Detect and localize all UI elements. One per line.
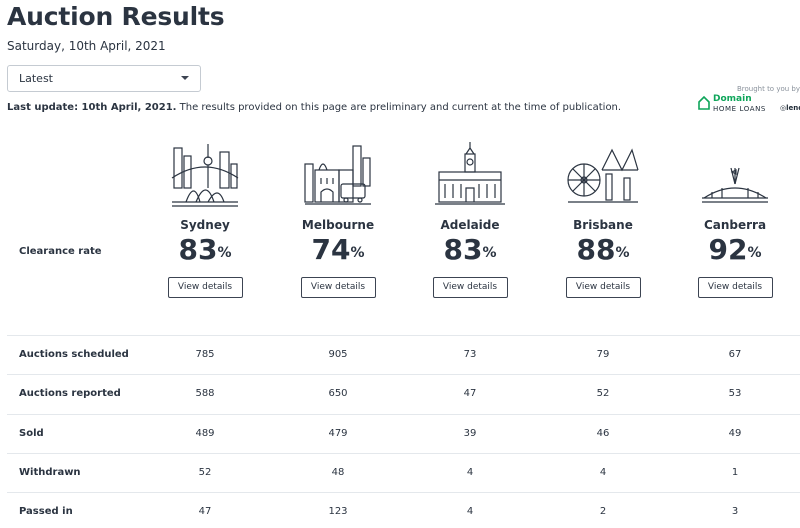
table-cell: 4 (599, 467, 607, 478)
table-cell: 905 (328, 349, 348, 360)
partner-name: lend (786, 104, 800, 112)
clearance-rate-label: Clearance rate (19, 246, 102, 257)
clearance-rate-value: 83% (130, 234, 280, 266)
clearance-rate-value: 74% (263, 234, 413, 266)
table-cell: 47 (198, 506, 212, 517)
city-column-melbourne: Melbourne 74% View details (263, 140, 413, 298)
rate-number: 88 (576, 233, 616, 266)
table-cell: 79 (596, 349, 610, 360)
last-update-text: The results provided on this page are pr… (176, 102, 622, 113)
results-period-select[interactable]: Latest (7, 65, 201, 92)
row-label: Auctions reported (19, 388, 121, 399)
city-column-adelaide: Adelaide 83% View details (395, 140, 545, 298)
table-cell: 67 (728, 349, 742, 360)
view-details-button[interactable]: View details (432, 277, 508, 298)
table-cell: 2 (599, 506, 607, 517)
view-details-button[interactable]: View details (697, 277, 773, 298)
table-row-passed-in: Passed in 47 123 4 2 3 (7, 492, 800, 528)
row-label: Sold (19, 428, 44, 439)
row-label: Auctions scheduled (19, 349, 129, 360)
table-cell: 47 (463, 388, 477, 399)
last-update-date: Last update: 10th April, 2021. (7, 102, 177, 113)
percent-sign: % (482, 245, 497, 261)
page-date: Saturday, 10th April, 2021 (7, 39, 166, 53)
rate-number: 92 (708, 233, 748, 266)
table-cell: 52 (596, 388, 610, 399)
sponsor-caption: Brought to you by (736, 85, 800, 93)
table-cell: 489 (195, 428, 215, 439)
adelaide-skyline-icon (435, 142, 505, 205)
canberra-skyline-icon (702, 167, 768, 203)
table-cell: 1 (731, 467, 739, 478)
page-title: Auction Results (7, 2, 225, 31)
rate-number: 83 (443, 233, 483, 266)
rate-number: 83 (178, 233, 218, 266)
table-cell: 123 (328, 506, 348, 517)
city-column-sydney: Sydney 83% View details (130, 140, 280, 298)
city-column-canberra: Canberra 92% View details (660, 140, 800, 298)
clearance-rate-value: 92% (660, 234, 800, 266)
table-cell: 4 (466, 467, 474, 478)
sponsor-logo[interactable]: Domain HOME LOANS ◎lend (698, 94, 800, 116)
rate-number: 74 (311, 233, 351, 266)
table-cell: 479 (328, 428, 348, 439)
table-cell: 4 (466, 506, 474, 517)
table-cell: 52 (198, 467, 212, 478)
table-cell: 46 (596, 428, 610, 439)
view-details-button[interactable]: View details (300, 277, 376, 298)
brisbane-skyline-icon (567, 148, 639, 203)
table-cell: 53 (728, 388, 742, 399)
chevron-down-icon (181, 76, 189, 80)
clearance-rate-value: 83% (395, 234, 545, 266)
sponsor-brand: Domain (713, 94, 752, 104)
percent-sign: % (747, 245, 762, 261)
percent-sign: % (350, 245, 365, 261)
city-name: Adelaide (440, 218, 500, 232)
table-cell: 650 (328, 388, 348, 399)
table-row-withdrawn: Withdrawn 52 48 4 4 1 (7, 453, 800, 492)
city-name: Sydney (180, 218, 230, 232)
partner-logo: ◎lend (780, 104, 800, 112)
melbourne-skyline-icon (304, 145, 371, 205)
table-cell: 49 (728, 428, 742, 439)
table-cell: 588 (195, 388, 215, 399)
table-cell: 73 (463, 349, 477, 360)
table-cell: 785 (195, 349, 215, 360)
house-icon (698, 96, 710, 110)
view-details-button[interactable]: View details (167, 277, 243, 298)
city-column-brisbane: Brisbane 88% View details (528, 140, 678, 298)
city-name: Melbourne (301, 218, 375, 232)
table-cell: 48 (331, 467, 345, 478)
view-details-button[interactable]: View details (565, 277, 641, 298)
sydney-skyline-icon (171, 144, 239, 207)
city-name: Canberra (703, 218, 767, 232)
row-label: Passed in (19, 506, 73, 517)
table-row-auctions-scheduled: Auctions scheduled 785 905 73 79 67 (7, 335, 800, 374)
sponsor-product: HOME LOANS (713, 105, 766, 113)
city-name: Brisbane (573, 218, 633, 232)
select-value: Latest (19, 72, 53, 85)
table-cell: 3 (731, 506, 739, 517)
percent-sign: % (615, 245, 630, 261)
table-row-sold: Sold 489 479 39 46 49 (7, 414, 800, 453)
last-update-notice: Last update: 10th April, 2021. The resul… (7, 102, 621, 113)
table-cell: 39 (463, 428, 477, 439)
row-label: Withdrawn (19, 467, 81, 478)
percent-sign: % (217, 245, 232, 261)
table-row-auctions-reported: Auctions reported 588 650 47 52 53 (7, 374, 800, 413)
clearance-rate-value: 88% (528, 234, 678, 266)
lend-icon: ◎ (780, 104, 787, 112)
